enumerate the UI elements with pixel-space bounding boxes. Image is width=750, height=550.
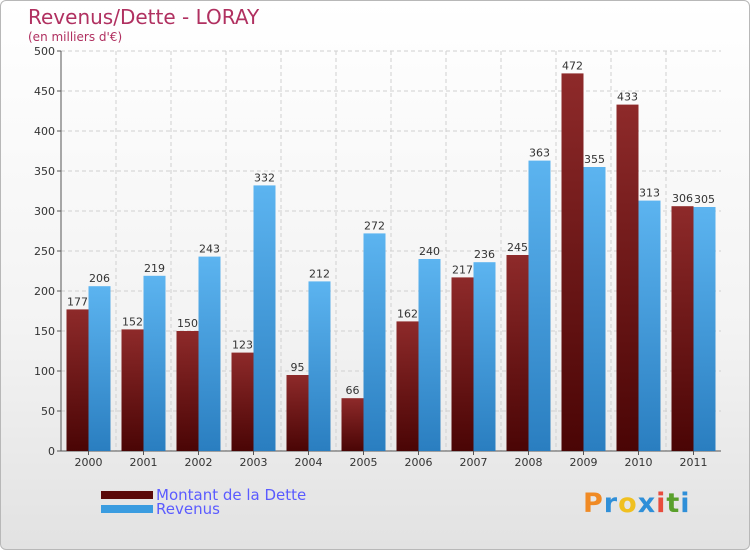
- y-tick-label: 400: [34, 125, 55, 138]
- revenus-value-label: 243: [199, 243, 220, 256]
- dette-bar: [616, 104, 639, 451]
- revenus-bar: [693, 207, 716, 451]
- y-tick-label: 0: [48, 445, 55, 458]
- revenus-bar: [253, 185, 276, 451]
- revenus-value-label: 272: [364, 219, 385, 232]
- y-tick-label: 300: [34, 205, 55, 218]
- legend-swatch-dette: [101, 491, 153, 499]
- revenus-value-label: 355: [584, 153, 605, 166]
- x-tick-label: 2009: [570, 456, 598, 469]
- revenus-bar: [418, 259, 441, 451]
- x-tick-label: 2000: [75, 456, 103, 469]
- dette-bar: [451, 277, 474, 451]
- dette-value-label: 217: [452, 263, 473, 276]
- y-tick-label: 200: [34, 285, 55, 298]
- dette-value-label: 433: [617, 91, 638, 104]
- logo-letter: r: [603, 488, 619, 519]
- dette-value-label: 306: [672, 192, 693, 205]
- revenus-value-label: 313: [639, 187, 660, 200]
- x-tick-label: 2010: [625, 456, 653, 469]
- x-tick-label: 2002: [185, 456, 213, 469]
- y-tick-label: 100: [34, 365, 55, 378]
- dette-bar: [176, 331, 199, 451]
- y-tick-label: 50: [41, 405, 55, 418]
- grid-lines: [61, 50, 721, 452]
- dette-value-label: 472: [562, 59, 583, 72]
- revenus-bar: [308, 281, 331, 451]
- legend-label-dette: Montant de la Dette: [156, 486, 307, 504]
- dette-bar: [121, 329, 144, 451]
- y-tick-label: 250: [34, 245, 55, 258]
- chart-title: Revenus/Dette - LORAY: [28, 5, 260, 29]
- legend-label-revenus: Revenus: [156, 500, 220, 518]
- revenus-bar: [143, 275, 166, 451]
- y-tick-label: 350: [34, 165, 55, 178]
- dette-value-label: 150: [177, 317, 198, 330]
- revenus-bar: [198, 256, 221, 451]
- revenus-value-label: 236: [474, 248, 495, 261]
- legend-swatch-revenus: [101, 505, 153, 513]
- revenus-value-label: 206: [89, 272, 110, 285]
- logo-letter: t: [666, 488, 681, 519]
- dette-value-label: 95: [291, 361, 305, 374]
- x-tick-label: 2003: [240, 456, 268, 469]
- logo-letter: o: [618, 488, 638, 519]
- revenus-value-label: 240: [419, 245, 440, 258]
- dette-bar: [66, 309, 89, 451]
- x-tick-label: 2006: [405, 456, 433, 469]
- dette-bar: [286, 375, 309, 451]
- logo-letter: x: [637, 488, 657, 519]
- dette-bar: [231, 352, 254, 451]
- revenus-value-label: 332: [254, 171, 275, 184]
- logo-letter: i: [656, 488, 667, 519]
- dette-bar: [561, 73, 584, 452]
- revenus-bar: [473, 262, 496, 451]
- y-tick-label: 150: [34, 325, 55, 338]
- x-tick-label: 2011: [680, 456, 708, 469]
- revenus-bar: [88, 286, 111, 451]
- revenus-bar: [363, 233, 386, 451]
- x-tick-label: 2001: [130, 456, 158, 469]
- revenus-value-label: 305: [694, 193, 715, 206]
- dette-value-label: 162: [397, 307, 418, 320]
- dette-value-label: 152: [122, 315, 143, 328]
- revenus-bar: [528, 160, 551, 451]
- revenus-bar: [638, 200, 661, 451]
- axes: 0 50 100 150 200 250 300 350 400 450 500 2000 2001 20…: [34, 45, 721, 469]
- logo-letter: P: [583, 488, 604, 519]
- dette-value-label: 123: [232, 339, 253, 352]
- dette-bar: [506, 255, 529, 451]
- dette-bar: [671, 206, 694, 451]
- bars: [66, 73, 716, 452]
- revenus-bar: [583, 167, 606, 451]
- dette-value-label: 245: [507, 241, 528, 254]
- chart-subtitle: (en milliers d'€): [28, 30, 123, 44]
- y-tick-label: 500: [34, 45, 55, 58]
- dette-value-label: 66: [346, 384, 360, 397]
- x-tick-label: 2007: [460, 456, 488, 469]
- dette-bar: [396, 321, 419, 451]
- proxiti-logo: Proxiti: [583, 488, 691, 519]
- revenus-value-label: 219: [144, 262, 165, 275]
- x-tick-label: 2004: [295, 456, 323, 469]
- y-tick-label: 450: [34, 85, 55, 98]
- revenus-value-label: 363: [529, 147, 550, 160]
- revenus-value-label: 212: [309, 267, 330, 280]
- dette-bar: [341, 398, 364, 451]
- x-tick-label: 2008: [515, 456, 543, 469]
- x-tick-label: 2005: [350, 456, 378, 469]
- logo-letter: i: [680, 488, 691, 519]
- dette-value-label: 177: [67, 295, 88, 308]
